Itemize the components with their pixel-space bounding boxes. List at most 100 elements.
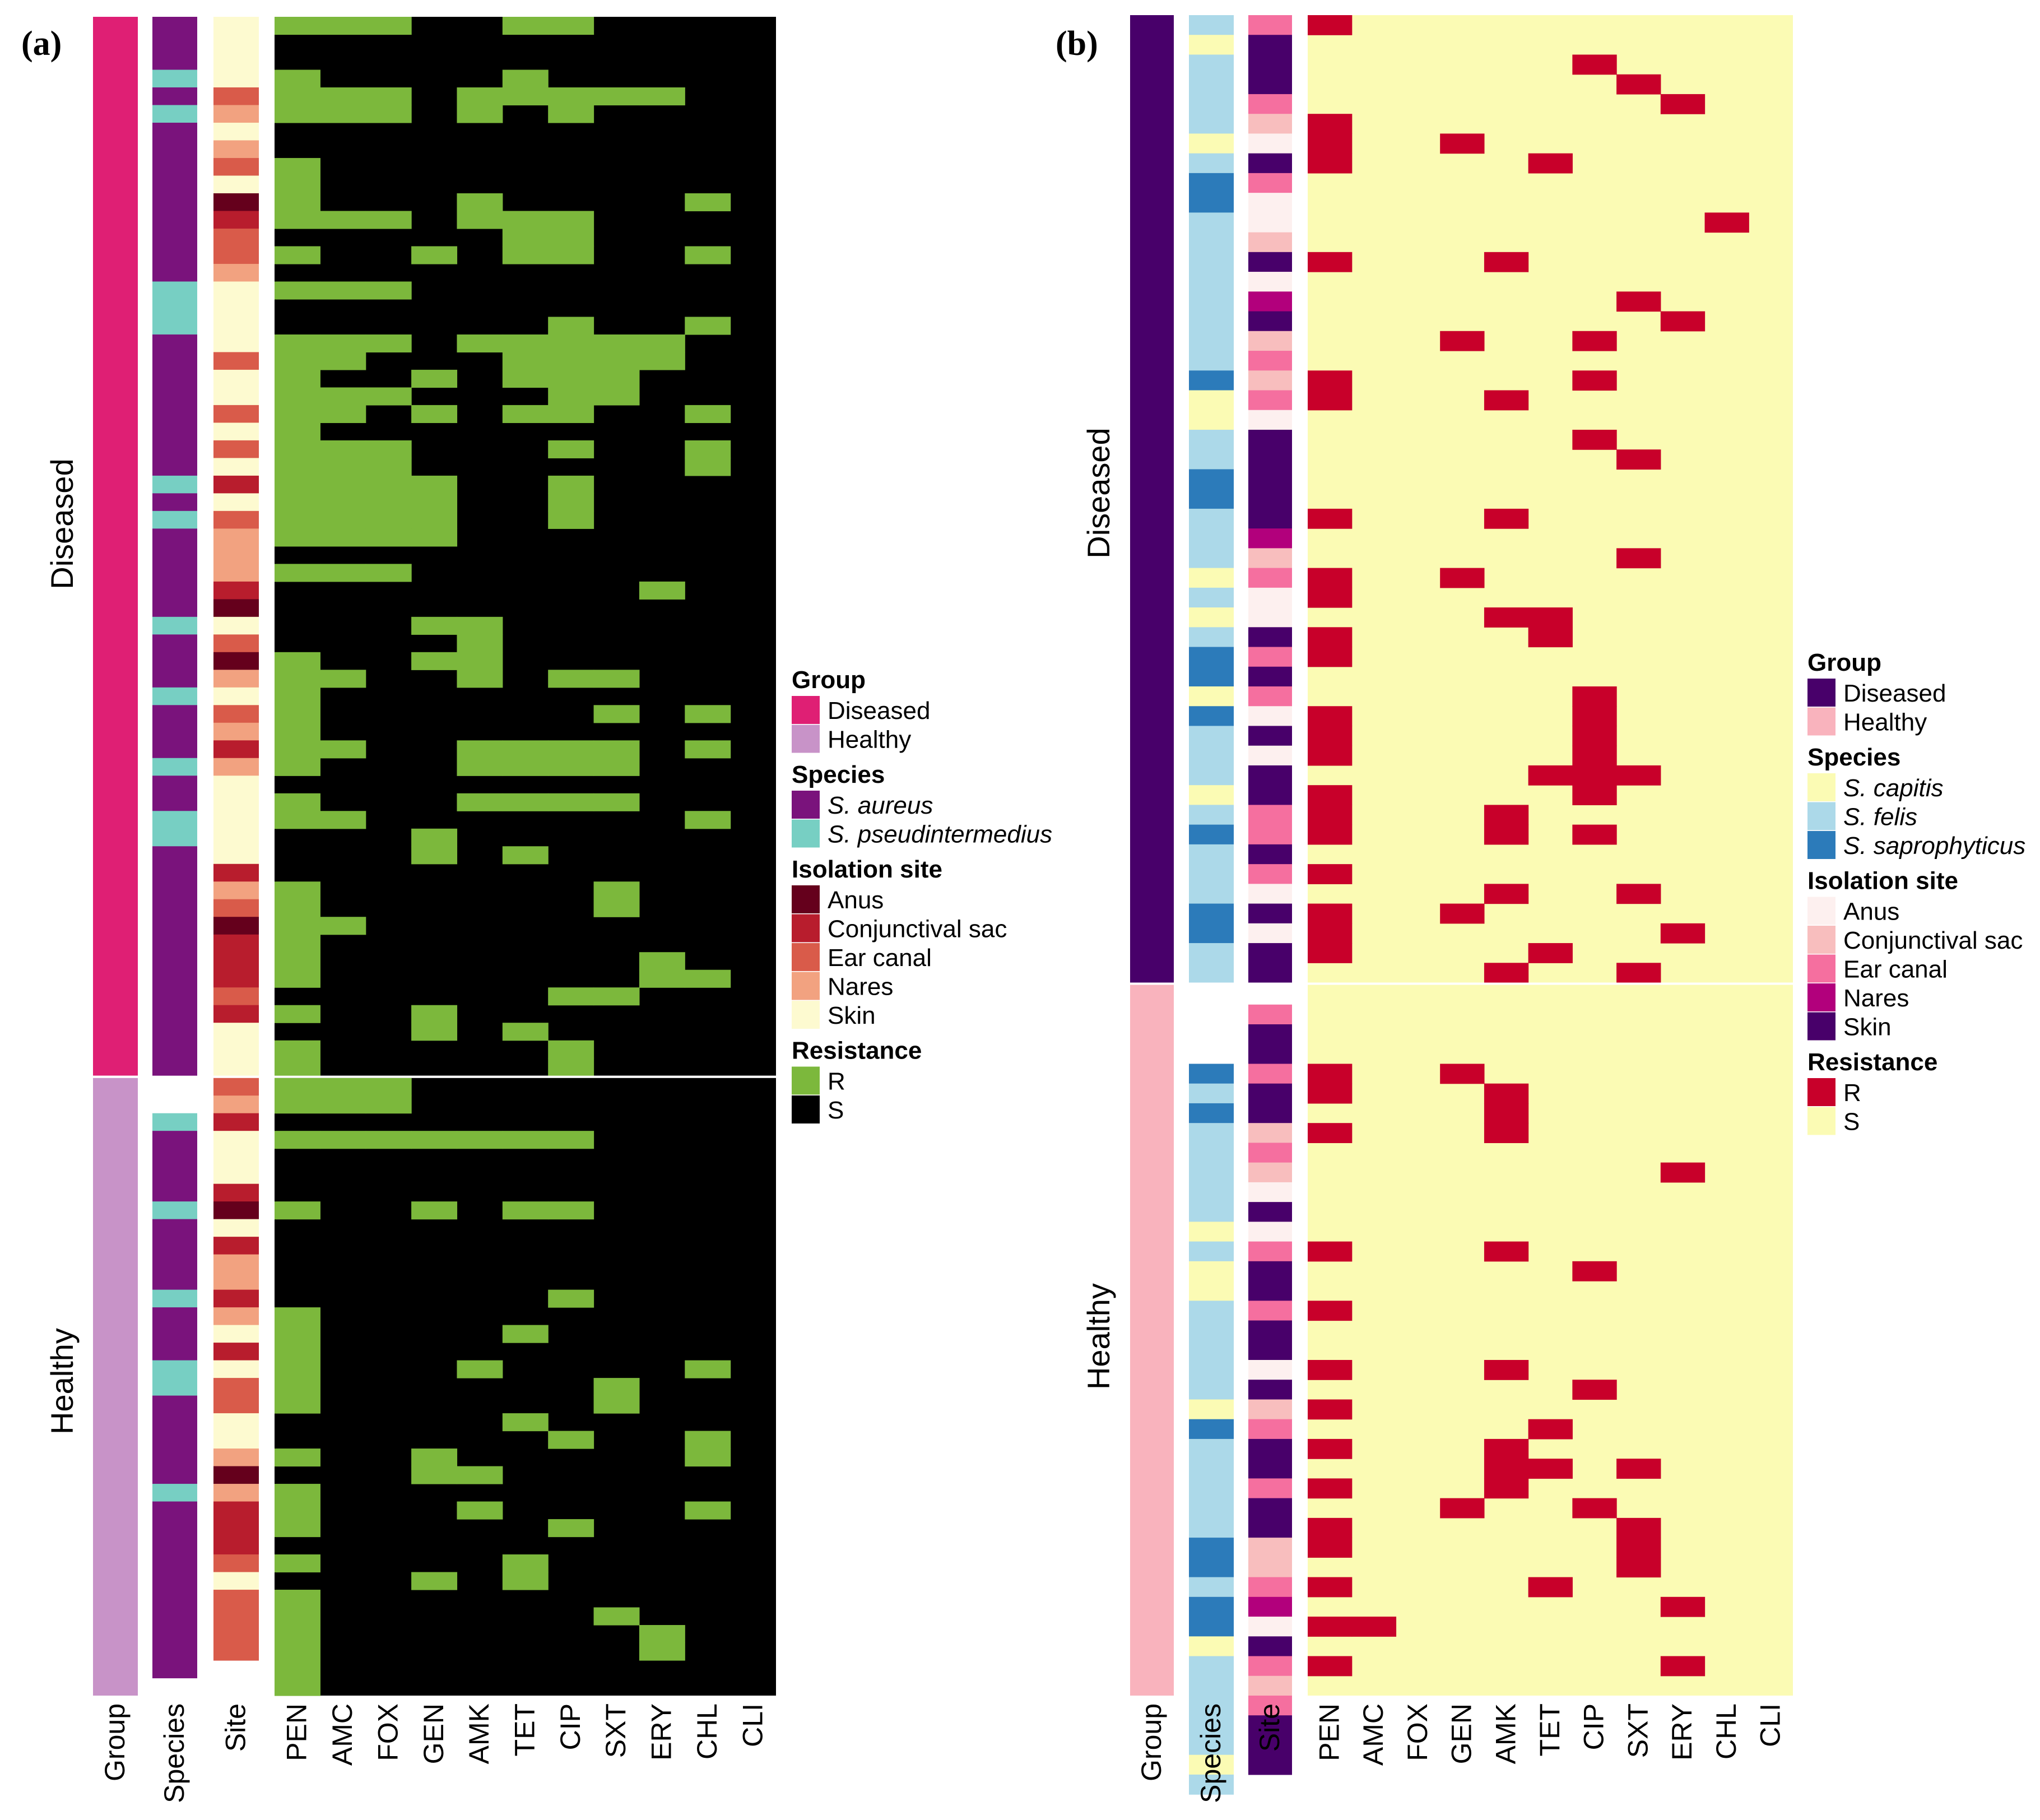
resistance-cell xyxy=(275,652,320,670)
resistance-cell xyxy=(275,528,320,547)
resistance-cell xyxy=(275,1395,320,1414)
resistance-cell xyxy=(1528,1419,1573,1440)
legend-label: Skin xyxy=(828,1002,876,1029)
site-segment xyxy=(1248,726,1292,746)
site-segment xyxy=(1248,903,1292,924)
species-segment xyxy=(1189,647,1234,687)
legend-swatch xyxy=(1807,983,1835,1011)
site-segment xyxy=(1248,1182,1292,1202)
site-segment xyxy=(1248,548,1292,569)
legend-label: Conjunctival sac xyxy=(1843,927,2023,954)
resistance-cell xyxy=(275,352,320,370)
site-segment xyxy=(213,1378,259,1414)
site-segment xyxy=(1248,429,1292,529)
site-segment xyxy=(1248,1222,1292,1242)
resistance-cell xyxy=(1308,133,1353,154)
site-segment xyxy=(213,422,259,441)
resistance-cell xyxy=(548,228,594,247)
resistance-cell xyxy=(1484,1123,1529,1144)
site-segment xyxy=(1248,1360,1292,1380)
species-segment xyxy=(1189,370,1234,391)
resistance-cell xyxy=(411,405,458,423)
site-segment xyxy=(213,1289,259,1308)
resistance-cell xyxy=(685,317,731,335)
resistance-cell xyxy=(411,510,458,529)
site-segment xyxy=(213,670,259,688)
species-segment xyxy=(1189,568,1234,588)
resistance-cell xyxy=(1308,923,1353,944)
site-segment xyxy=(1248,607,1292,628)
site-segment xyxy=(213,369,259,406)
x-label-ery: ERY xyxy=(1666,1703,1698,1761)
resistance-cell xyxy=(685,1360,731,1378)
legend-label: Nares xyxy=(1843,985,1909,1012)
resistance-cell xyxy=(1308,587,1353,608)
resistance-cell xyxy=(457,211,503,229)
legend-title-resistance: Resistance xyxy=(792,1037,922,1065)
resistance-cell xyxy=(548,387,594,406)
panel-a-heatmap xyxy=(93,17,776,1696)
legend-title-group: Group xyxy=(1807,649,1881,676)
resistance-cell xyxy=(685,458,731,476)
resistance-cell xyxy=(1660,311,1706,332)
resistance-cell xyxy=(411,616,458,635)
site-segment xyxy=(213,1484,259,1502)
resistance-cell xyxy=(1616,1557,1661,1578)
resistance-cell xyxy=(365,387,412,406)
resistance-cell xyxy=(365,564,412,582)
site-segment xyxy=(1248,1478,1292,1499)
site-segment xyxy=(1248,627,1292,648)
species-segment xyxy=(152,493,197,512)
site-segment xyxy=(213,599,259,618)
site-segment xyxy=(1248,923,1292,944)
resistance-cell xyxy=(275,334,320,352)
resistance-cell xyxy=(457,740,503,759)
species-segment xyxy=(1189,15,1234,35)
site-segment xyxy=(213,1554,259,1573)
resistance-cell xyxy=(320,352,366,370)
site-segment xyxy=(213,863,259,882)
resistance-cell xyxy=(275,211,320,229)
resistance-cell xyxy=(1351,1617,1397,1637)
resistance-cell xyxy=(320,917,366,935)
species-segment xyxy=(1189,1399,1234,1420)
site-segment xyxy=(1248,1577,1292,1598)
site-segment xyxy=(213,493,259,512)
resistance-cell xyxy=(275,157,320,177)
site-segment xyxy=(1248,587,1292,608)
resistance-cell xyxy=(548,369,594,388)
resistance-cell xyxy=(275,687,320,705)
legend-label: S. saprophyticus xyxy=(1843,832,2025,860)
x-label-cip: CIP xyxy=(555,1703,586,1750)
site-segment xyxy=(1248,370,1292,391)
site-segment xyxy=(1248,1438,1292,1479)
resistance-cell xyxy=(1616,1517,1661,1538)
resistance-cell xyxy=(548,211,594,229)
resistance-cell xyxy=(275,1448,320,1467)
resistance-cell xyxy=(275,458,320,476)
species-segment xyxy=(1189,706,1234,727)
resistance-cell xyxy=(1616,548,1661,569)
resistance-cell xyxy=(365,440,412,458)
legend-swatch xyxy=(792,819,820,848)
site-segment xyxy=(1248,745,1292,766)
species-segment xyxy=(152,1058,197,1076)
legend-swatch xyxy=(1807,773,1835,801)
site-segment xyxy=(1248,1241,1292,1262)
resistance-cell xyxy=(1528,627,1573,648)
species-segment xyxy=(152,122,197,282)
group-segment xyxy=(1130,15,1174,983)
resistance-cell xyxy=(411,246,458,264)
legend-swatch xyxy=(1807,1107,1835,1135)
legend-label: Healthy xyxy=(828,726,911,754)
resistance-cell xyxy=(1616,1459,1661,1479)
site-segment xyxy=(1248,1419,1292,1440)
resistance-cell xyxy=(1616,765,1661,786)
site-segment xyxy=(213,758,259,776)
resistance-cell xyxy=(1308,1478,1353,1499)
species-segment xyxy=(1189,824,1234,845)
site-segment xyxy=(1248,647,1292,667)
resistance-cell xyxy=(275,793,320,811)
resistance-cell xyxy=(1484,1083,1529,1104)
resistance-cell xyxy=(502,69,549,88)
